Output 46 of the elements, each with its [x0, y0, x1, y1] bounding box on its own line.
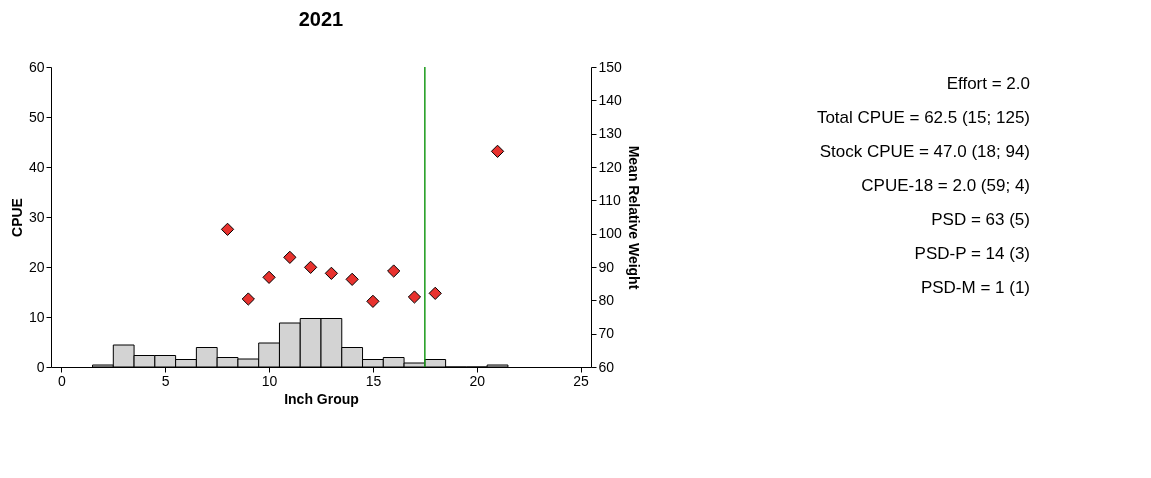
y2-tick-label: 130	[598, 125, 623, 142]
y-tick-label: 0	[36, 358, 45, 375]
x-tick-label: 5	[161, 372, 170, 389]
y-tick-label: 20	[28, 258, 45, 275]
x-axis-title: Inch Group	[284, 390, 359, 407]
text: Stock CPUE = 47.0 (18; 94)	[819, 142, 1030, 161]
y2-tick-label: 110	[598, 191, 622, 208]
point	[220, 222, 235, 236]
y2-tick-label: 100	[598, 225, 623, 242]
x-tick-label: 0	[57, 372, 66, 389]
point	[407, 290, 422, 304]
x-tick-label: 25	[573, 372, 590, 389]
point	[387, 264, 401, 278]
point	[303, 260, 318, 274]
y2-tick-label: 90	[598, 258, 615, 275]
point	[490, 144, 505, 158]
y2-axis-title: Mean Relative Weight	[625, 145, 642, 290]
y2-tick-label: 70	[598, 325, 615, 342]
text: PSD = 63 (5)	[931, 210, 1030, 229]
text: PSD-P = 14 (3)	[914, 244, 1030, 263]
point	[262, 270, 276, 284]
chart-title: 2021	[298, 8, 344, 30]
text: Effort = 2.0	[946, 74, 1030, 93]
y-tick-label: 40	[28, 158, 45, 175]
point	[345, 272, 359, 286]
point	[324, 266, 339, 280]
y-axis-title: CPUE	[8, 198, 25, 237]
text: CPUE-18 = 2.0 (59; 4)	[861, 176, 1030, 195]
point	[283, 250, 297, 264]
y2-tick-label: 140	[598, 91, 623, 108]
x-tick-label: 20	[469, 372, 486, 389]
y-tick-label: 10	[28, 308, 45, 325]
y2-tick-label: 120	[598, 158, 623, 175]
point	[241, 292, 255, 306]
point	[428, 286, 442, 300]
y2-tick-label: 150	[598, 58, 623, 75]
y-tick-label: 50	[28, 108, 45, 125]
x-tick-label: 15	[365, 372, 382, 389]
y2-tick-label: 60	[598, 358, 615, 375]
point	[366, 294, 380, 308]
x-tick-label: 10	[261, 372, 278, 389]
text: PSD-M = 1 (1)	[920, 278, 1030, 297]
y-tick-label: 60	[28, 58, 45, 75]
y-tick-label: 30	[28, 208, 45, 225]
y2-tick-label: 80	[598, 291, 615, 308]
text: Total CPUE = 62.5 (15; 125)	[816, 108, 1030, 127]
